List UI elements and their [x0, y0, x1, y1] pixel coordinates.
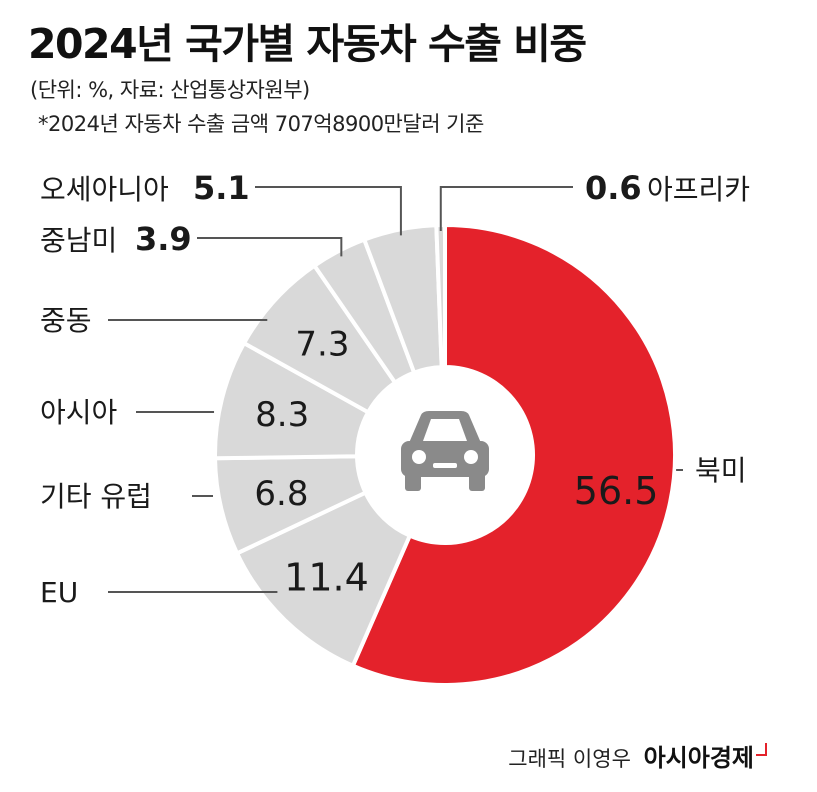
car-icon — [401, 411, 489, 491]
brand-logo: 아시아경제 — [643, 744, 754, 772]
slice-6-name-label: 중남미 — [40, 224, 117, 257]
unit-source-note: (단위: %, 자료: 산업통상자원부) — [30, 78, 310, 102]
chart-title: 2024년 국가별 자동차 수출 비중 — [28, 20, 587, 68]
slice-4-name-label: 아시아 — [40, 396, 117, 429]
slice-3-value-label: 6.8 — [254, 474, 308, 514]
slice-2-wedge — [234, 489, 413, 669]
slice-8-wedge — [434, 222, 447, 370]
slice-8-leader-line — [439, 186, 573, 232]
slice-8-value-label: 0.6 — [585, 169, 642, 207]
slice-7-name-label: 오세아니아 — [40, 173, 169, 206]
slice-6-leader-line — [197, 237, 343, 257]
graphic-credit: 그래픽 이영우 — [508, 747, 631, 771]
slice-2-name-label: EU — [40, 576, 78, 609]
slice-3-name-label: 기타 유럽 — [40, 480, 152, 513]
slice-1-name-label: 북미 — [695, 454, 747, 487]
slice-5-value-label: 7.3 — [295, 325, 349, 365]
slice-7-value-label: 5.1 — [193, 169, 250, 207]
basis-note: *2024년 자동차 수출 금액 707억8900만달러 기준 — [38, 112, 484, 136]
slice-1-value-label: 56.5 — [574, 469, 659, 513]
slice-2-value-label: 11.4 — [284, 555, 369, 599]
slice-7-leader-line — [255, 186, 402, 236]
slice-6-value-label: 3.9 — [135, 220, 192, 258]
brand-mark-icon — [756, 743, 767, 756]
slice-4-value-label: 8.3 — [255, 395, 309, 435]
slice-8-name-label: 아프리카 — [647, 173, 750, 206]
slice-5-name-label: 중동 — [40, 304, 92, 337]
slice-1-wedge — [350, 222, 677, 687]
credit: 그래픽 이영우 아시아경제 — [508, 738, 767, 773]
